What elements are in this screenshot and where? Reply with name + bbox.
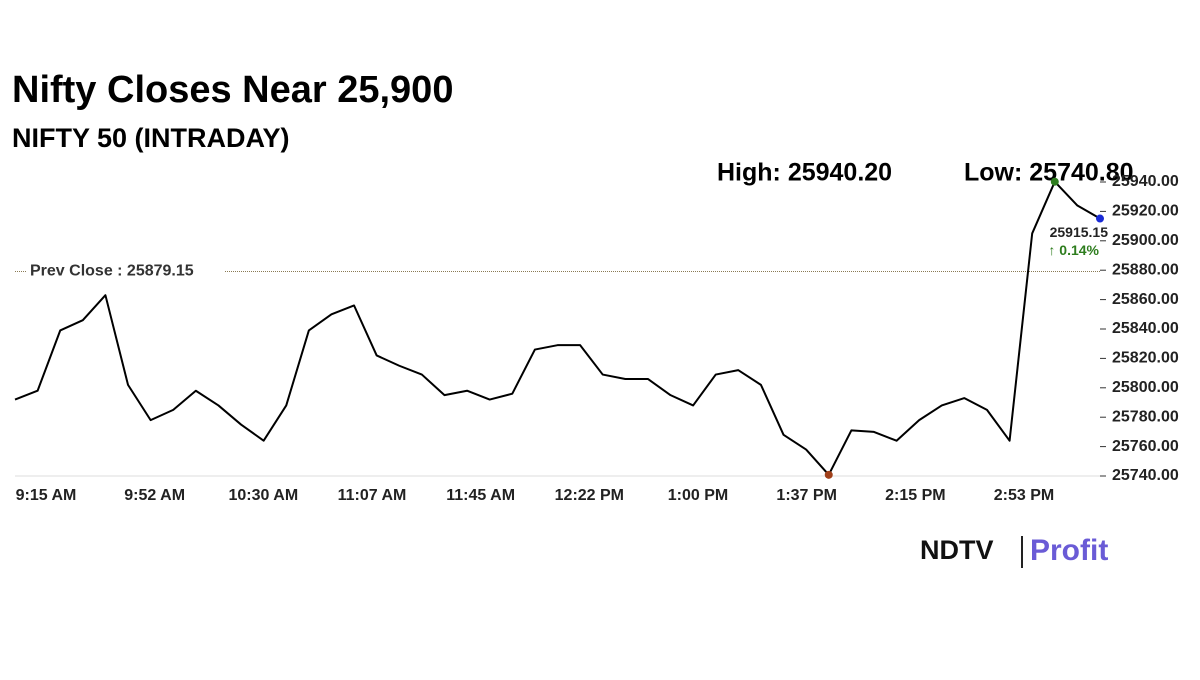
prev-close-label: Prev Close : 25879.15 (30, 263, 194, 280)
y-tick-label: 25880.00 (1112, 261, 1179, 278)
price-line (14, 180, 1101, 476)
x-tick-label: 11:45 AM (446, 487, 515, 504)
y-tick-label: 25940.00 (1112, 173, 1179, 190)
chart-subtitle: NIFTY 50 (INTRADAY) (12, 123, 290, 153)
y-tick-label: 25740.00 (1112, 467, 1179, 484)
y-tick-label: 25820.00 (1112, 350, 1179, 367)
chart-title: Nifty Closes Near 25,900 (12, 69, 453, 111)
value-label: 25915.15 (1050, 224, 1109, 240)
brand-ndtv: NDTV (920, 535, 994, 565)
y-tick-label: 25760.00 (1112, 438, 1179, 455)
last-marker (1096, 214, 1104, 223)
high-label: High: 25940.20 (717, 159, 892, 187)
y-tick-label: 25840.00 (1112, 320, 1179, 337)
brand-profit: Profit (1030, 534, 1108, 567)
x-tick-label: 2:53 PM (994, 487, 1054, 504)
prev-close-bg (26, 260, 224, 281)
x-tick-label: 1:00 PM (668, 487, 728, 504)
x-tick-label: 11:07 AM (338, 487, 407, 504)
x-tick-label: 12:22 PM (555, 487, 624, 504)
y-tick-label: 25780.00 (1112, 408, 1179, 425)
x-tick-label: 2:15 PM (885, 487, 945, 504)
low-label: Low: 25740.80 (964, 159, 1134, 187)
y-tick-label: 25860.00 (1112, 291, 1179, 308)
x-tick-label: 1:37 PM (776, 487, 836, 504)
change-label: ↑ 0.14% (1048, 242, 1099, 258)
x-tick-label: 9:15 AM (16, 487, 77, 504)
high-marker (1050, 177, 1059, 186)
x-tick-label: 9:52 AM (124, 487, 185, 504)
y-tick-label: 25900.00 (1112, 232, 1179, 249)
x-tick-label: 10:30 AM (229, 487, 299, 504)
y-tick-label: 25800.00 (1112, 379, 1179, 396)
low-marker (824, 470, 833, 479)
y-tick-label: 25920.00 (1112, 203, 1179, 220)
